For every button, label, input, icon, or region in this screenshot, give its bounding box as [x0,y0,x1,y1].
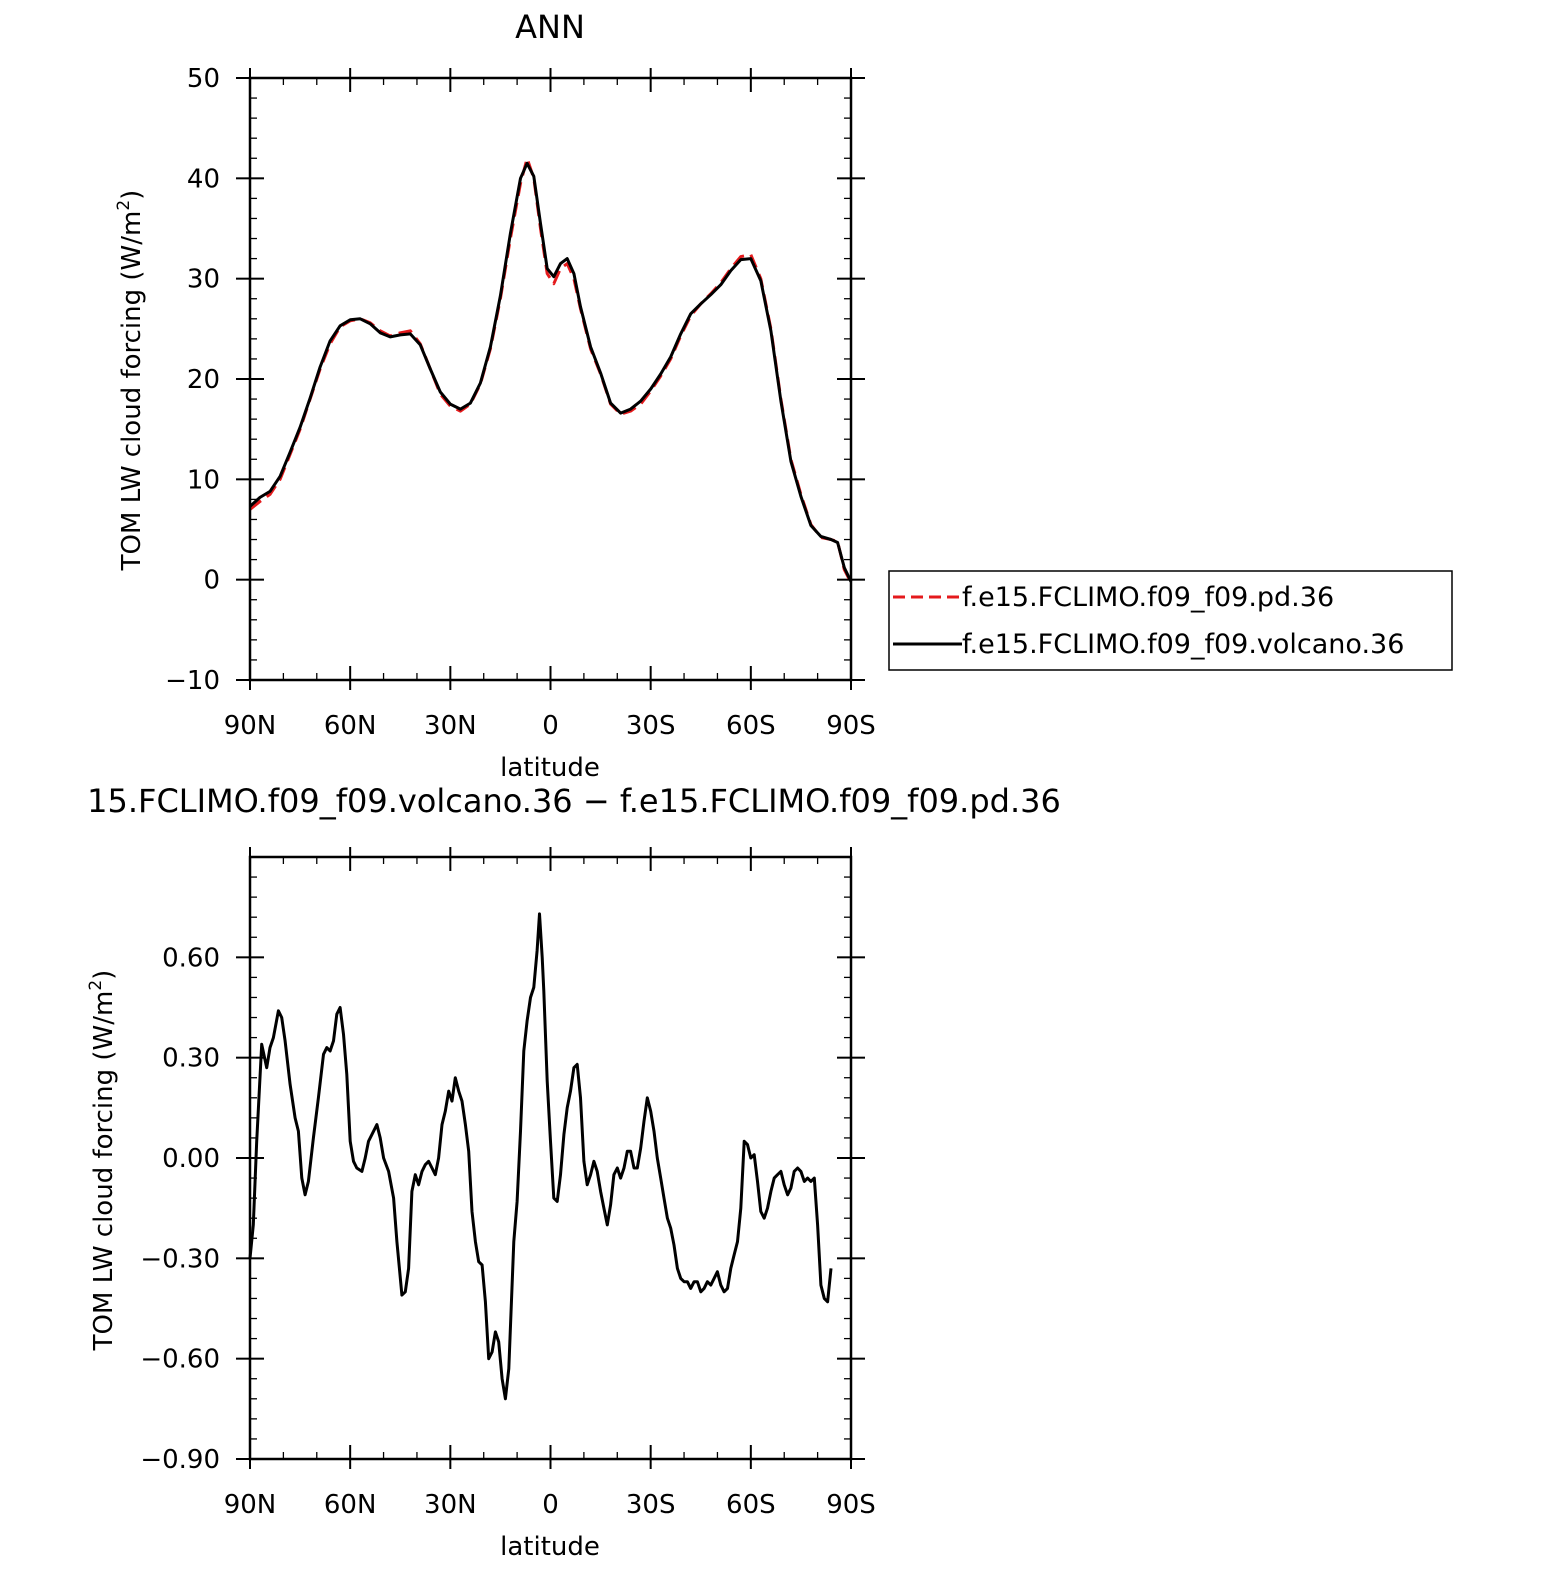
x-tick-label: 0 [542,1490,559,1520]
bottom-series-group [248,912,833,1401]
bottom-y-axis-label-close: ) [89,970,119,980]
y-tick-label: 0.30 [162,1044,220,1074]
top-series-group [248,156,853,584]
y-tick-label: 0.60 [162,943,220,973]
top-x-tick-labels: 90N 60N 30N 0 30S 60S 90S [224,711,876,741]
y-tick-label: 20 [187,365,220,395]
x-tick-label: 90N [224,1490,277,1520]
x-tick-label: 30S [626,1490,676,1520]
top-y-tick-labels: 50 40 30 20 10 0 −10 [165,64,220,696]
x-tick-label: 30S [626,711,676,741]
y-tick-label: 10 [187,465,220,495]
series-line [249,156,853,584]
y-tick-label: 0 [203,566,220,596]
top-y-axis-label-sup: 2 [114,200,134,211]
top-y-axis-label-main: TOM LW cloud forcing (W/m [117,211,147,572]
y-tick-label: 50 [187,64,220,94]
top-axis-ticks [236,68,865,690]
x-tick-label: 60N [324,711,377,741]
y-tick-label: 40 [187,164,220,194]
x-tick-label: 90S [826,1490,876,1520]
y-tick-label: 0.00 [162,1144,220,1174]
top-y-axis-label: TOM LW cloud forcing (W/m2) [114,190,147,572]
x-tick-label: 60S [726,1490,776,1520]
bottom-plot-frame [248,855,853,1461]
x-tick-label: 90S [826,711,876,741]
x-tick-label: 60N [324,1490,377,1520]
top-chart-title: ANN [515,8,585,46]
bottom-y-axis-label-sup: 2 [86,980,106,991]
y-tick-label: −0.30 [140,1244,220,1274]
bottom-y-axis-label: TOM LW cloud forcing (W/m2) [86,970,119,1352]
bottom-x-axis-label: latitude [500,1532,600,1562]
y-tick-label: −0.60 [140,1345,220,1375]
x-tick-label: 60S [726,711,776,741]
x-tick-label: 90N [224,711,277,741]
y-tick-label: 30 [187,265,220,295]
bottom-chart-title: 15.FCLIMO.f09_f09.volcano.36 − f.e15.FCL… [87,782,1061,820]
y-tick-label: −10 [165,666,220,696]
bottom-x-tick-labels: 90N 60N 30N 0 30S 60S 90S [224,1490,876,1520]
legend-label-volcano: f.e15.FCLIMO.f09_f09.volcano.36 [962,629,1404,660]
bottom-y-tick-labels: 0.60 0.30 0.00 −0.30 −0.60 −0.90 [140,943,220,1475]
top-y-axis-label-close: ) [117,190,147,200]
series-line [248,912,833,1401]
y-tick-label: −0.90 [140,1445,220,1475]
top-x-axis-label: latitude [500,753,600,783]
legend-label-pd: f.e15.FCLIMO.f09_f09.pd.36 [962,582,1334,613]
x-tick-label: 0 [542,711,559,741]
bottom-y-axis-label-main: TOM LW cloud forcing (W/m [89,991,119,1352]
bottom-panel: 15.FCLIMO.f09_f09.volcano.36 − f.e15.FCL… [86,782,1061,1562]
top-panel: ANN 90N 60N 30N 0 30S 60S 90S 50 40 30 20 10 0 −10 l… [114,8,1453,783]
legend-box [888,570,1453,671]
legend: f.e15.FCLIMO.f09_f09.pd.36 f.e15.FCLIMO.… [888,570,1453,671]
x-tick-label: 30N [424,711,477,741]
top-plot-frame [248,76,853,682]
x-tick-label: 30N [424,1490,477,1520]
series-line [248,161,853,583]
